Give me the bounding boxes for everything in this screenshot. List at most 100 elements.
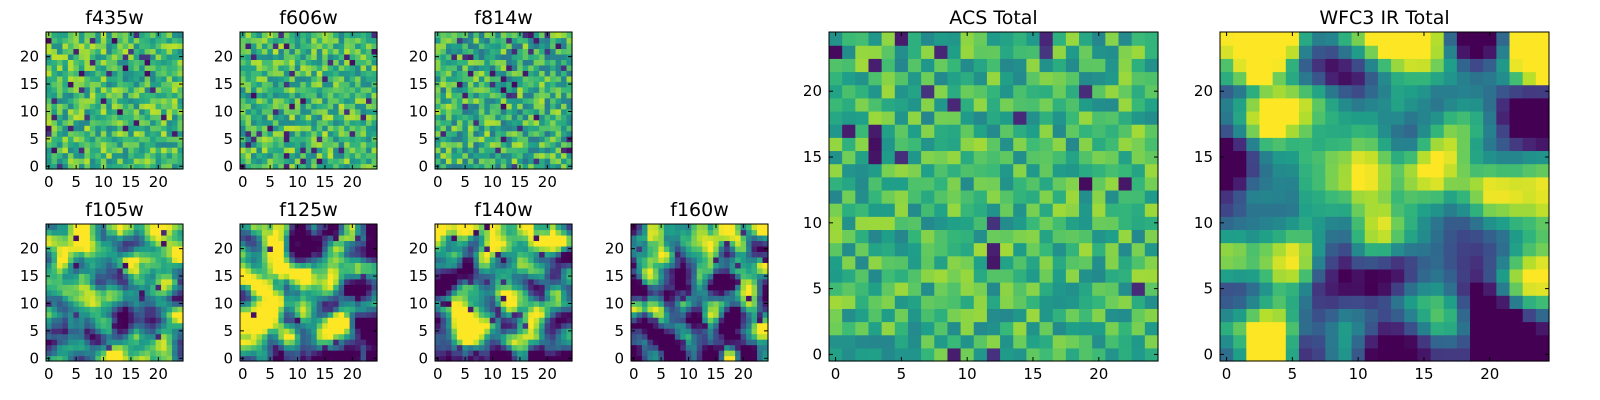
heatmap-cell (73, 251, 80, 258)
heatmap-cell (166, 53, 173, 60)
heatmap-cell (544, 37, 551, 44)
heatmap-cell (89, 234, 96, 242)
heatmap-cell (155, 245, 162, 252)
heatmap-cell (894, 242, 909, 257)
heatmap-cell (517, 48, 524, 55)
heatmap-cell (539, 284, 546, 291)
heatmap-cell (89, 295, 96, 302)
heatmap-cell (311, 37, 318, 44)
heatmap-cell (435, 240, 442, 247)
heatmap-cell (561, 48, 568, 55)
heatmap-cell (67, 42, 74, 50)
heatmap-cell (117, 136, 124, 143)
heatmap-cell (144, 130, 151, 137)
heatmap-cell (133, 70, 140, 77)
heatmap-cell (311, 103, 318, 110)
heatmap-cell (517, 114, 524, 121)
heatmap-cell (150, 289, 157, 296)
heatmap-cell (349, 229, 356, 236)
heatmap-cell (435, 317, 442, 324)
heatmap-cell (445, 37, 453, 44)
heatmap-cell (522, 251, 529, 258)
heatmap-cell (166, 284, 173, 291)
heatmap-cell (355, 163, 362, 170)
heatmap-cell (311, 317, 318, 324)
heatmap-cell (155, 119, 162, 126)
heatmap-cell (440, 81, 447, 88)
heatmap-cell (360, 295, 367, 302)
heatmap-cell (680, 245, 687, 252)
heatmap-cell (360, 48, 367, 55)
heatmap-cell (473, 333, 480, 340)
heatmap-cell (511, 245, 518, 252)
heatmap-cell (172, 64, 179, 71)
heatmap-cell (445, 81, 453, 88)
heatmap-cell (278, 130, 285, 137)
heatmap-cell (724, 317, 731, 324)
heatmap-cell (305, 273, 312, 280)
heatmap-cell (478, 152, 485, 159)
heatmap-cell (663, 295, 670, 302)
heatmap-cell (56, 92, 64, 99)
heatmap-cell (894, 229, 909, 244)
heatmap-cell (256, 224, 263, 231)
heatmap-cell (478, 81, 485, 88)
heatmap-cell (161, 97, 168, 104)
heatmap-cell (696, 278, 703, 285)
heatmap-cell (746, 295, 753, 302)
heatmap-cell (56, 136, 64, 143)
heatmap-cell (46, 42, 53, 50)
heatmap-cell (172, 322, 179, 329)
heatmap-cell (652, 229, 659, 236)
heatmap-cell (106, 328, 113, 335)
heatmap-cell (322, 344, 329, 351)
y-tick-label: 20 (214, 240, 233, 258)
heatmap-cell (311, 163, 318, 170)
heatmap-cell (150, 267, 157, 274)
heatmap-cell (544, 136, 551, 143)
x-tick-label: 20 (538, 173, 557, 191)
heatmap-cell (735, 328, 742, 335)
heatmap-cell (338, 267, 345, 274)
heatmap-cell (327, 42, 334, 50)
heatmap-cell (506, 256, 513, 263)
heatmap-cell (300, 125, 307, 132)
heatmap-cell (934, 229, 949, 244)
heatmap-cell (283, 284, 290, 291)
heatmap-cell (691, 322, 698, 329)
heatmap-cell (150, 240, 157, 247)
heatmap-cell (261, 229, 268, 236)
heatmap-cell (100, 300, 107, 307)
heatmap-cell (84, 339, 91, 346)
heatmap-cell (355, 42, 362, 50)
heatmap-cell (155, 251, 162, 258)
heatmap-cell (533, 300, 540, 307)
heatmap-cell (245, 278, 252, 285)
heatmap-cell (506, 328, 513, 335)
heatmap-cell (283, 42, 290, 50)
heatmap-cell (166, 278, 173, 285)
heatmap-cell (294, 70, 301, 77)
heatmap-cell (62, 48, 69, 55)
heatmap-cell (272, 322, 279, 329)
heatmap-cell (349, 37, 356, 44)
heatmap-cell (111, 37, 118, 44)
heatmap-cell (550, 350, 557, 357)
heatmap-cell (371, 152, 378, 159)
heatmap-cell (128, 48, 135, 55)
heatmap-cell (250, 64, 258, 71)
heatmap-cell (245, 267, 252, 274)
heatmap-cell (51, 75, 58, 82)
heatmap-cell (56, 300, 64, 307)
heatmap-cell (533, 289, 540, 296)
heatmap-cell (150, 256, 157, 263)
heatmap-cell (1144, 189, 1159, 204)
heatmap-cell (333, 59, 340, 66)
heatmap-cell (478, 64, 485, 71)
heatmap-cell (289, 37, 296, 44)
heatmap-cell (278, 256, 285, 263)
heatmap-cell (366, 163, 373, 170)
heatmap-cell (355, 70, 362, 77)
heatmap-cell (327, 256, 334, 263)
heatmap-cell (550, 262, 557, 269)
